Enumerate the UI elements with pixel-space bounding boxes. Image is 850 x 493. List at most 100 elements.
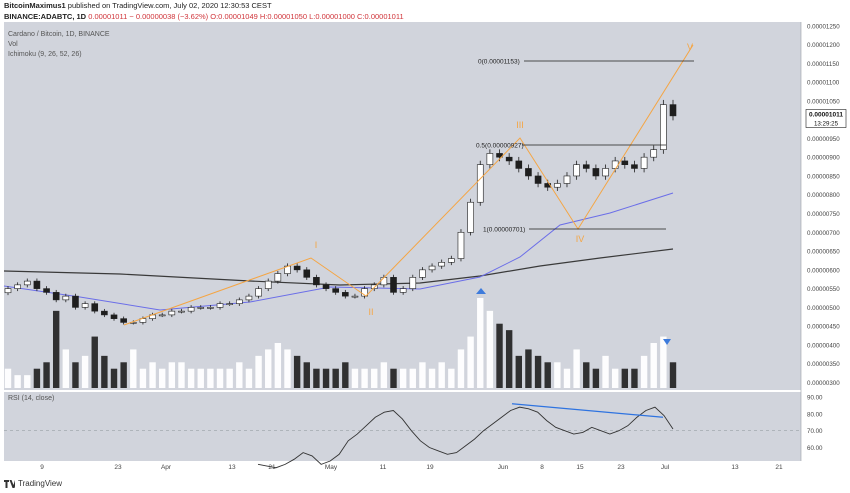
price-tick-label: 0.00000350 xyxy=(807,361,840,368)
x-tick-label: 21 xyxy=(775,464,783,471)
volume-bar xyxy=(602,355,609,388)
price-tick-label: 0.00000950 xyxy=(807,136,840,143)
symbol-label: BINANCE:ADABTC, 1D xyxy=(4,12,87,21)
volume-bar xyxy=(197,368,204,388)
publish-info: BitcoinMaximus1 published on TradingView… xyxy=(4,1,272,10)
price-tick-label: 0.00000700 xyxy=(807,230,840,237)
volume-bar xyxy=(669,362,677,388)
volume-bar xyxy=(120,362,127,388)
price-tick-label: 0.00000600 xyxy=(807,267,840,274)
volume-bar xyxy=(226,368,233,388)
candle-body xyxy=(390,277,397,293)
candle-body xyxy=(457,231,465,259)
volume-bar xyxy=(33,368,41,388)
legend-vol: Vol xyxy=(8,41,18,48)
volume-bar xyxy=(621,368,629,388)
volume-bar xyxy=(611,368,619,388)
candle-body xyxy=(669,104,677,117)
candle-body xyxy=(534,175,542,184)
volume-bar xyxy=(399,368,407,388)
x-tick-label: 8 xyxy=(540,464,544,471)
volume-bar xyxy=(24,375,31,388)
volume-bar xyxy=(371,368,378,388)
x-tick-label: May xyxy=(325,464,338,471)
last-price-badge xyxy=(805,109,847,128)
rsi-panel xyxy=(4,392,801,461)
x-tick-label: Apr xyxy=(161,464,172,471)
candle-body xyxy=(14,284,21,289)
volume-bar xyxy=(583,362,590,388)
candle-body xyxy=(168,310,176,316)
x-tick-label: 23 xyxy=(617,464,625,471)
volume-bar xyxy=(563,368,571,388)
volume-bar xyxy=(91,336,98,388)
candle-body xyxy=(91,303,99,312)
candle-body xyxy=(120,318,127,323)
price-tick-label: 0.00000900 xyxy=(807,155,840,162)
candle-body xyxy=(207,307,214,309)
publisher-name[interactable]: BitcoinMaximus1 xyxy=(4,1,66,10)
volume-bar xyxy=(159,368,166,388)
ichimoku-kijun xyxy=(3,192,674,311)
volume-bar xyxy=(216,368,224,388)
price-tick-label: 0.00001050 xyxy=(807,98,840,105)
candle-body xyxy=(43,288,50,293)
candle-body xyxy=(101,310,108,316)
candle-body xyxy=(467,201,474,233)
x-tick-label: 11 xyxy=(380,464,387,471)
candle-body xyxy=(264,280,272,289)
volume-bar xyxy=(496,323,503,388)
price-tick-label: 0.00001250 xyxy=(807,23,840,30)
x-tick-label: 23 xyxy=(114,464,122,471)
price-tick-label: 0.00001150 xyxy=(807,61,840,68)
x-tick-label: 21 xyxy=(268,464,276,471)
countdown-timer: 13:29:25 xyxy=(814,121,839,128)
x-tick-label: 15 xyxy=(576,464,584,471)
volume-bar xyxy=(467,336,474,388)
price-tick-label: 0.00000450 xyxy=(807,324,840,331)
fib-label: 0(0.00001153) xyxy=(478,59,520,66)
volume-bar xyxy=(332,368,339,388)
volume-bar xyxy=(477,298,484,388)
volume-bar xyxy=(322,368,330,388)
volume-bar xyxy=(110,368,118,388)
x-tick-label: 13 xyxy=(731,464,739,471)
rsi-tick-label: 90.00 xyxy=(807,395,823,402)
candle-body xyxy=(573,164,580,177)
candle-body xyxy=(72,295,79,308)
rsi-tick-label: 60.00 xyxy=(807,445,823,452)
volume-bar xyxy=(409,368,416,388)
candle-body xyxy=(245,295,253,301)
candle-body xyxy=(293,265,301,271)
candle-body xyxy=(52,292,60,301)
volume-bar xyxy=(390,368,397,388)
volume-bar xyxy=(592,368,600,388)
legend-ichimoku: Ichimoku (9, 26, 52, 26) xyxy=(8,51,82,58)
volume-bar xyxy=(419,362,426,388)
candle-body xyxy=(226,303,233,305)
volume-bar xyxy=(351,368,359,388)
volume-bar xyxy=(515,355,522,388)
candle-body xyxy=(158,314,166,317)
legend-rsi: RSI (14, close) xyxy=(8,395,54,402)
volume-bar xyxy=(255,355,262,388)
price-tick-label: 0.00000300 xyxy=(807,380,840,387)
price-tick-label: 0.00000850 xyxy=(807,173,840,180)
volume-bar xyxy=(486,310,494,388)
wave-label-II: II xyxy=(368,307,373,317)
ohlc-values: O:0.00001049 H:0.00001050 L:0.00001000 C… xyxy=(210,12,404,21)
volume-bar xyxy=(448,368,455,388)
candle-body xyxy=(505,156,513,162)
candle-body xyxy=(592,168,600,177)
candle-body xyxy=(419,269,426,278)
volume-bar xyxy=(43,362,50,388)
volume-bar xyxy=(62,349,70,388)
fib-label: 0.5(0.00000927) xyxy=(476,143,524,150)
candle-body xyxy=(342,292,349,297)
wave-label-V: V xyxy=(687,42,693,52)
candle-body xyxy=(621,160,629,165)
tradingview-footer[interactable]: TradingView xyxy=(4,479,62,488)
candle-body xyxy=(110,314,118,319)
volume-bar xyxy=(274,343,282,388)
